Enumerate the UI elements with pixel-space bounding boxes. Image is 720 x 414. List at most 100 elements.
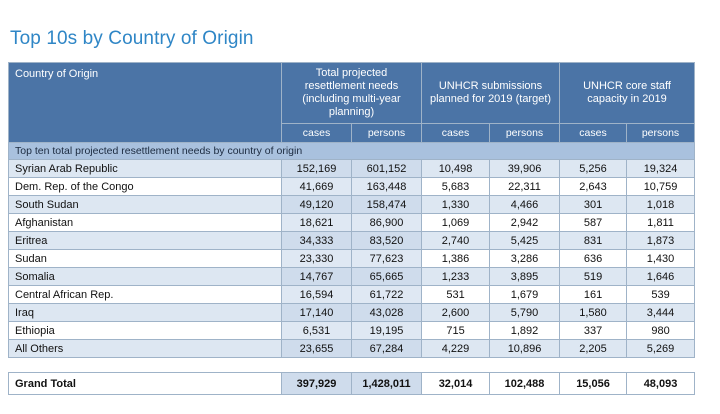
submissions-cases-cell: 531 <box>421 285 491 304</box>
grand-total-row: Grand Total 397,929 1,428,011 32,014 102,488… <box>8 372 696 395</box>
capacity-persons-cell: 5,269 <box>626 339 696 358</box>
page-title: Top 10s by Country of Origin <box>10 28 254 49</box>
needs-cases-cell: 23,330 <box>281 249 352 268</box>
country-cell: Somalia <box>8 267 282 286</box>
capacity-persons-cell: 10,759 <box>626 177 696 196</box>
table-row: Iraq 17,140 43,028 2,600 5,790 1,580 3,444 <box>8 303 696 322</box>
needs-cases-cell: 6,531 <box>281 321 352 340</box>
table-row: Syrian Arab Republic 152,169 601,152 10,498… <box>8 159 696 178</box>
needs-cases-cell: 23,655 <box>281 339 352 358</box>
capacity-persons-cell: 19,324 <box>626 159 696 178</box>
total-capacity-persons-cell: 48,093 <box>626 372 696 395</box>
country-cell: South Sudan <box>8 195 282 214</box>
capacity-persons-cell: 1,646 <box>626 267 696 286</box>
submissions-cases-cell: 4,229 <box>421 339 491 358</box>
capacity-cases-cell: 2,205 <box>559 339 628 358</box>
capacity-cases-cell: 5,256 <box>559 159 628 178</box>
capacity-cases-header: cases <box>559 123 628 143</box>
needs-group-header: Total projected resettlement needs (incl… <box>280 62 423 124</box>
country-cell: Syrian Arab Republic <box>8 159 282 178</box>
table-row: Eritrea 34,333 83,520 2,740 5,425 831 1,873 <box>8 231 696 250</box>
capacity-persons-cell: 980 <box>626 321 696 340</box>
needs-cases-cell: 16,594 <box>281 285 352 304</box>
table-row: Ethiopia 6,531 19,195 715 1,892 337 980 <box>8 321 696 340</box>
needs-persons-cell: 163,448 <box>350 177 423 196</box>
spacer-row <box>8 357 695 373</box>
capacity-persons-cell: 1,430 <box>626 249 696 268</box>
submissions-persons-cell: 10,896 <box>489 339 561 358</box>
submissions-cases-cell: 1,069 <box>421 213 491 232</box>
needs-persons-cell: 158,474 <box>350 195 423 214</box>
country-cell: Dem. Rep. of the Congo <box>8 177 282 196</box>
needs-persons-cell: 61,722 <box>350 285 423 304</box>
country-cell: Ethiopia <box>8 321 282 340</box>
needs-persons-cell: 65,665 <box>350 267 423 286</box>
table-row: Central African Rep. 16,594 61,722 531 1,679… <box>8 285 696 304</box>
submissions-cases-cell: 1,330 <box>421 195 491 214</box>
capacity-cases-cell: 2,643 <box>559 177 628 196</box>
capacity-cases-cell: 161 <box>559 285 628 304</box>
capacity-cases-cell: 831 <box>559 231 628 250</box>
submissions-persons-cell: 1,679 <box>489 285 561 304</box>
total-capacity-cases-cell: 15,056 <box>559 372 628 395</box>
total-submissions-persons-cell: 102,488 <box>489 372 561 395</box>
header-row: Country of Origin Total projected resett… <box>8 62 696 143</box>
grand-total-label: Grand Total <box>8 372 282 395</box>
submissions-persons-cell: 22,311 <box>489 177 561 196</box>
total-needs-persons-cell: 1,428,011 <box>350 372 423 395</box>
submissions-persons-cell: 39,906 <box>489 159 561 178</box>
capacity-cases-cell: 1,580 <box>559 303 628 322</box>
total-submissions-cases-cell: 32,014 <box>421 372 491 395</box>
country-cell: Sudan <box>8 249 282 268</box>
resettlement-table: Country of Origin Total projected resett… <box>7 62 696 395</box>
submissions-cases-header: cases <box>421 123 491 143</box>
capacity-cases-cell: 519 <box>559 267 628 286</box>
capacity-cases-cell: 301 <box>559 195 628 214</box>
submissions-cases-cell: 1,386 <box>421 249 491 268</box>
section-label-row: Top ten total projected resettlement nee… <box>7 142 696 160</box>
spacer-cell <box>8 357 695 373</box>
country-of-origin-header: Country of Origin <box>8 62 282 143</box>
capacity-persons-cell: 1,873 <box>626 231 696 250</box>
table-row: South Sudan 49,120 158,474 1,330 4,466 301 1,0… <box>8 195 696 214</box>
table-row: Afghanistan 18,621 86,900 1,069 2,942 587 1,81… <box>8 213 696 232</box>
submissions-cases-cell: 5,683 <box>421 177 491 196</box>
needs-persons-cell: 19,195 <box>350 321 423 340</box>
submissions-cases-cell: 10,498 <box>421 159 491 178</box>
submissions-persons-cell: 2,942 <box>489 213 561 232</box>
submissions-persons-cell: 5,790 <box>489 303 561 322</box>
capacity-cases-cell: 337 <box>559 321 628 340</box>
country-cell: Iraq <box>8 303 282 322</box>
country-cell: All Others <box>8 339 282 358</box>
capacity-persons-cell: 1,811 <box>626 213 696 232</box>
capacity-cases-cell: 587 <box>559 213 628 232</box>
subheader-row: cases persons cases persons cases person… <box>9 123 696 143</box>
submissions-cases-cell: 1,233 <box>421 267 491 286</box>
country-cell: Central African Rep. <box>8 285 282 304</box>
submissions-group-header: UNHCR submissions planned for 2019 (targ… <box>421 62 561 124</box>
capacity-group-header: UNHCR core staff capacity in 2019 <box>559 62 696 124</box>
table-row: All Others 23,655 67,284 4,229 10,896 2,205 5,… <box>8 339 696 358</box>
country-cell: Eritrea <box>8 231 282 250</box>
needs-persons-cell: 83,520 <box>350 231 423 250</box>
capacity-persons-header: persons <box>626 123 696 143</box>
total-needs-cases-cell: 397,929 <box>281 372 352 395</box>
needs-persons-header: persons <box>350 123 423 143</box>
section-label: Top ten total projected resettlement nee… <box>7 142 696 160</box>
capacity-persons-cell: 1,018 <box>626 195 696 214</box>
submissions-persons-cell: 4,466 <box>489 195 561 214</box>
needs-cases-cell: 34,333 <box>281 231 352 250</box>
submissions-cases-cell: 2,740 <box>421 231 491 250</box>
submissions-persons-cell: 5,425 <box>489 231 561 250</box>
needs-cases-cell: 41,669 <box>281 177 352 196</box>
country-cell: Afghanistan <box>8 213 282 232</box>
needs-persons-cell: 601,152 <box>350 159 423 178</box>
needs-persons-cell: 77,623 <box>350 249 423 268</box>
needs-persons-cell: 67,284 <box>350 339 423 358</box>
capacity-cases-cell: 636 <box>559 249 628 268</box>
submissions-persons-cell: 1,892 <box>489 321 561 340</box>
needs-cases-cell: 49,120 <box>281 195 352 214</box>
needs-cases-cell: 18,621 <box>281 213 352 232</box>
capacity-persons-cell: 539 <box>626 285 696 304</box>
needs-persons-cell: 43,028 <box>350 303 423 322</box>
